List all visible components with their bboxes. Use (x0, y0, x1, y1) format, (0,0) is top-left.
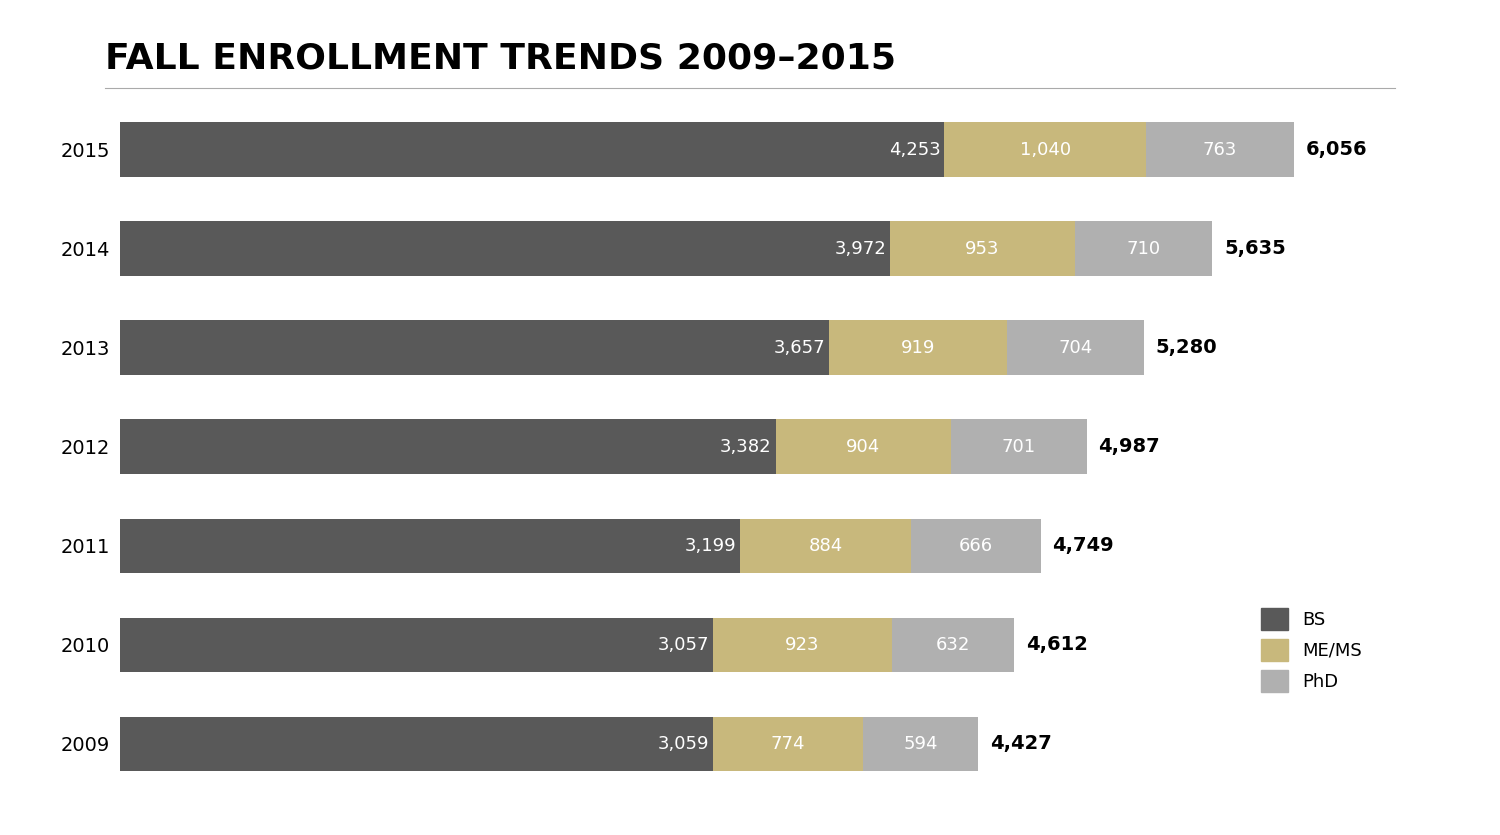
Bar (1007, 321, 1143, 375)
Text: 4,253: 4,253 (890, 141, 940, 159)
Text: 774: 774 (771, 735, 806, 752)
Text: 763: 763 (1203, 141, 1237, 159)
Text: 701: 701 (1002, 438, 1036, 456)
Text: 5,280: 5,280 (1155, 338, 1216, 357)
Bar (120, 419, 776, 474)
Text: 5,635: 5,635 (1224, 239, 1286, 258)
Text: FALL ENROLLMENT TRENDS 2009–2015: FALL ENROLLMENT TRENDS 2009–2015 (105, 42, 895, 76)
Bar (712, 716, 862, 771)
Text: 953: 953 (964, 240, 999, 258)
Bar (120, 716, 712, 771)
Bar (740, 519, 912, 573)
Text: 4,987: 4,987 (1098, 438, 1160, 456)
Text: 923: 923 (784, 635, 819, 654)
Bar (1074, 221, 1212, 276)
Text: 3,059: 3,059 (657, 735, 710, 752)
Text: 4,612: 4,612 (1026, 635, 1088, 655)
Text: 3,972: 3,972 (834, 240, 886, 258)
Text: 3,382: 3,382 (720, 438, 771, 456)
Text: 6,056: 6,056 (1305, 140, 1366, 159)
Text: 3,057: 3,057 (657, 635, 708, 654)
Bar (776, 419, 951, 474)
Text: 704: 704 (1058, 339, 1092, 357)
Text: 632: 632 (936, 635, 970, 654)
Text: 884: 884 (808, 537, 843, 554)
Text: 4,427: 4,427 (990, 734, 1052, 753)
Bar (120, 519, 740, 573)
Text: 4,749: 4,749 (1052, 536, 1114, 555)
Text: 904: 904 (846, 438, 880, 456)
Text: 666: 666 (958, 537, 993, 554)
Text: 710: 710 (1126, 240, 1161, 258)
Bar (951, 419, 1086, 474)
Text: 919: 919 (902, 339, 934, 357)
Bar (1146, 123, 1294, 177)
Bar (712, 618, 891, 672)
Bar (120, 221, 890, 276)
Text: 1,040: 1,040 (1020, 141, 1071, 159)
Bar (120, 618, 712, 672)
Text: 3,199: 3,199 (684, 537, 736, 554)
Bar (890, 221, 1074, 276)
Bar (945, 123, 1146, 177)
Bar (912, 519, 1041, 573)
Text: 3,657: 3,657 (774, 339, 825, 357)
Bar (120, 123, 945, 177)
Bar (862, 716, 978, 771)
Bar (120, 321, 830, 375)
Bar (830, 321, 1007, 375)
Bar (891, 618, 1014, 672)
Text: 594: 594 (903, 735, 938, 752)
Legend: BS, ME/MS, PhD: BS, ME/MS, PhD (1251, 599, 1371, 701)
